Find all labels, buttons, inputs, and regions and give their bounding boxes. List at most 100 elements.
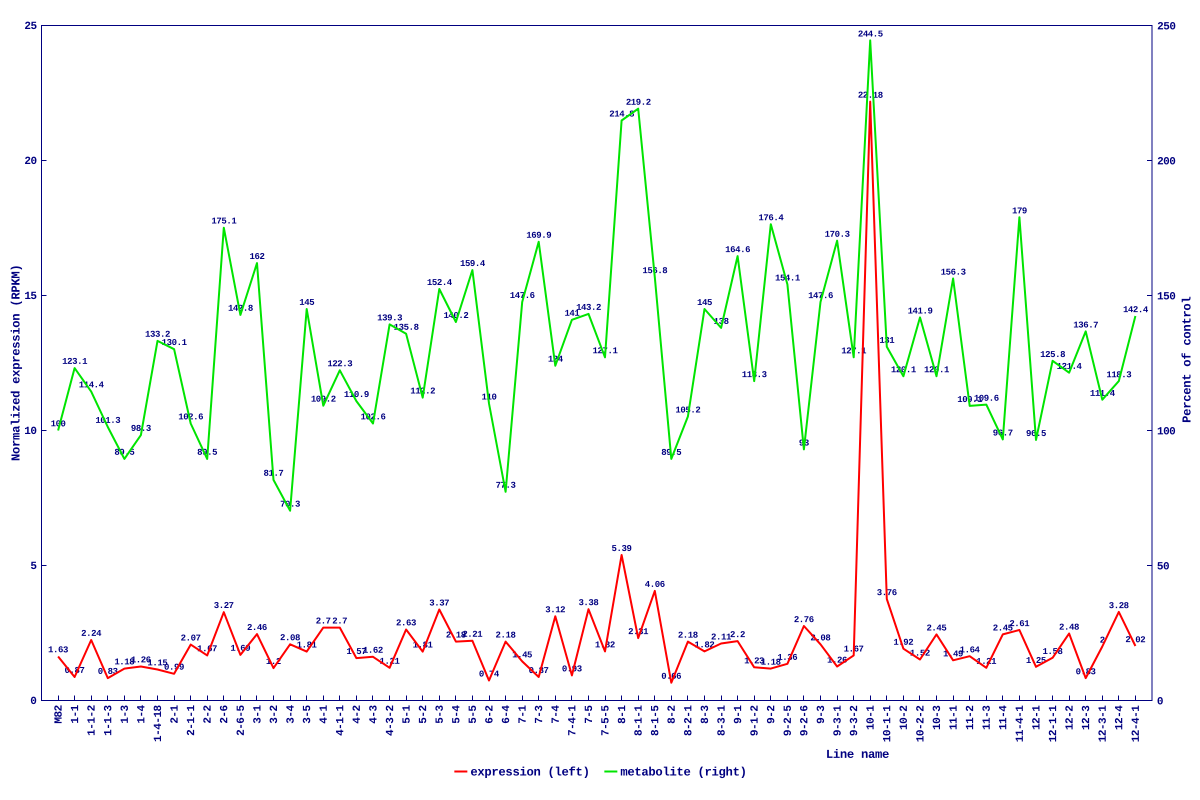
svg-text:2.61: 2.61 [1009,619,1030,629]
svg-text:2.7: 2.7 [332,617,347,627]
svg-text:11-4: 11-4 [998,705,1010,730]
svg-text:9-2-5: 9-2-5 [783,705,795,736]
svg-text:6-2: 6-2 [484,705,496,723]
svg-text:4-3: 4-3 [368,705,380,724]
svg-text:5-1: 5-1 [402,705,414,724]
svg-text:9-3: 9-3 [816,705,828,724]
svg-text:10-2: 10-2 [899,706,911,730]
svg-text:3.27: 3.27 [214,601,234,611]
svg-text:0.87: 0.87 [529,666,549,676]
svg-text:15: 15 [24,291,37,303]
svg-text:10-2-2: 10-2-2 [915,706,927,743]
svg-text:244.5: 244.5 [858,29,883,39]
svg-text:139.3: 139.3 [377,313,402,323]
svg-text:9-1-2: 9-1-2 [750,706,762,737]
svg-text:1.2: 1.2 [266,657,281,667]
svg-text:162: 162 [250,252,265,262]
svg-text:10-3: 10-3 [932,705,944,730]
svg-text:5.39: 5.39 [612,544,632,554]
svg-text:219.2: 219.2 [626,98,651,108]
svg-text:9-2: 9-2 [766,706,778,724]
svg-text:2.48: 2.48 [1059,623,1079,633]
svg-text:145: 145 [697,298,712,308]
svg-text:214.8: 214.8 [609,110,634,120]
svg-text:11-3: 11-3 [982,705,994,730]
svg-text:114.4: 114.4 [79,380,105,390]
svg-text:2.11: 2.11 [711,633,732,643]
svg-text:2.18: 2.18 [496,631,516,641]
svg-text:10-1: 10-1 [866,705,878,730]
svg-text:4-2: 4-2 [352,705,364,723]
svg-text:176.4: 176.4 [758,213,784,223]
svg-text:169.9: 169.9 [526,231,551,241]
svg-text:1-1-2: 1-1-2 [87,705,99,736]
svg-text:1.62: 1.62 [363,646,383,656]
svg-text:1.36: 1.36 [777,653,797,663]
svg-text:130.1: 130.1 [162,338,188,348]
svg-text:22.18: 22.18 [858,91,883,101]
svg-text:1-4: 1-4 [136,704,148,723]
svg-text:1.64: 1.64 [960,645,981,655]
svg-text:2-6-5: 2-6-5 [236,704,248,735]
svg-text:2.31: 2.31 [628,627,649,637]
svg-text:0.87: 0.87 [65,666,85,676]
svg-text:5: 5 [30,561,37,573]
svg-text:1.82: 1.82 [595,640,615,650]
svg-text:102.6: 102.6 [361,412,386,422]
svg-text:10: 10 [24,426,36,438]
svg-text:133.2: 133.2 [145,330,170,340]
svg-text:125.8: 125.8 [1040,350,1065,360]
svg-text:Normalized expression (RPKM): Normalized expression (RPKM) [9,265,23,461]
svg-text:7-4: 7-4 [551,705,563,724]
svg-text:89.5: 89.5 [114,448,134,458]
svg-text:109.6: 109.6 [974,394,999,404]
svg-text:1.21: 1.21 [380,657,401,667]
svg-text:1-1: 1-1 [70,704,82,723]
svg-text:5-2: 5-2 [418,705,430,723]
svg-text:1.67: 1.67 [197,644,217,654]
svg-text:200: 200 [1157,156,1175,168]
svg-text:10-1-1: 10-1-1 [882,705,894,743]
svg-text:136.7: 136.7 [1073,321,1098,331]
svg-text:2.63: 2.63 [396,618,416,628]
svg-text:1.18: 1.18 [761,658,781,668]
svg-text:141.9: 141.9 [908,307,933,317]
svg-text:5-4: 5-4 [451,705,463,724]
svg-text:2-6: 2-6 [219,705,231,723]
svg-text:7-3: 7-3 [534,705,546,724]
svg-text:142.4: 142.4 [1123,305,1149,315]
svg-text:8-1: 8-1 [617,705,629,724]
svg-text:1-4-18: 1-4-18 [153,704,165,742]
svg-text:8-2: 8-2 [667,706,679,724]
svg-text:M82: M82 [54,705,66,723]
svg-text:Line name: Line name [826,748,889,762]
svg-text:11-4-1: 11-4-1 [1015,705,1027,743]
svg-text:3.37: 3.37 [429,598,449,608]
svg-text:4-1-1: 4-1-1 [335,705,347,736]
svg-text:1.26: 1.26 [827,656,847,666]
svg-text:0.93: 0.93 [562,664,582,674]
svg-text:12-3-1: 12-3-1 [1098,705,1110,743]
svg-text:1.81: 1.81 [413,641,434,651]
svg-text:3.12: 3.12 [545,605,565,615]
svg-text:98.3: 98.3 [131,424,151,434]
svg-text:9-1: 9-1 [733,705,745,724]
svg-text:11-2: 11-2 [965,706,977,730]
svg-text:1.23: 1.23 [744,656,764,666]
svg-text:1.82: 1.82 [694,640,714,650]
svg-text:1.18: 1.18 [114,657,134,667]
svg-text:Percent of control: Percent of control [1180,297,1194,423]
svg-text:3.28: 3.28 [1109,601,1129,611]
svg-text:0: 0 [1157,696,1163,708]
svg-text:110.9: 110.9 [344,390,369,400]
svg-text:2.46: 2.46 [247,623,267,633]
svg-text:1.52: 1.52 [910,649,930,659]
svg-text:5-5: 5-5 [468,705,480,724]
svg-text:2.08: 2.08 [280,633,300,643]
svg-text:25: 25 [24,21,37,33]
svg-text:7-1: 7-1 [518,705,530,724]
svg-text:4-3-2: 4-3-2 [385,705,397,736]
svg-text:12-4: 12-4 [1114,705,1126,730]
svg-text:138: 138 [714,317,729,327]
svg-text:2.2: 2.2 [730,630,745,640]
